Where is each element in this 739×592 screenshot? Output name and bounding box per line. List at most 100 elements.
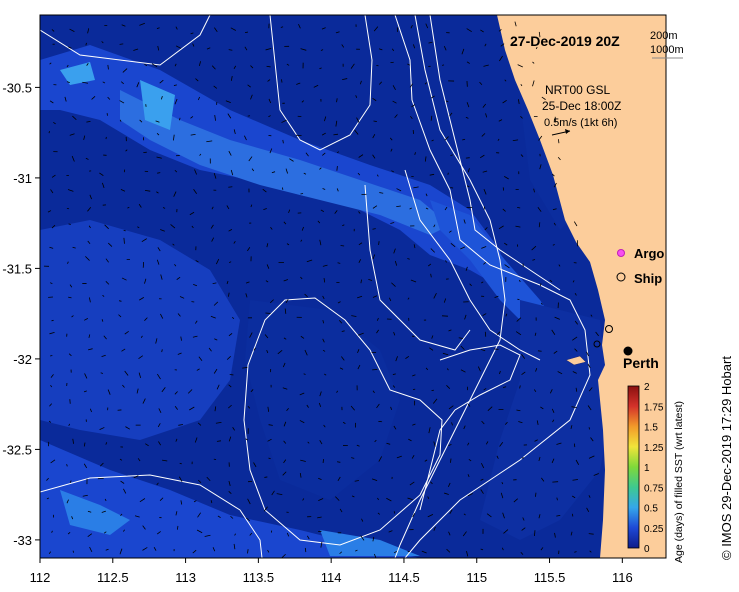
current-vector	[216, 440, 222, 442]
current-vector	[198, 356, 203, 362]
current-vector	[67, 189, 74, 192]
current-vector	[335, 31, 340, 34]
current-vector	[376, 174, 379, 177]
current-vector	[534, 530, 536, 537]
current-vector	[267, 406, 270, 412]
current-vector	[85, 42, 87, 46]
current-vector	[444, 136, 449, 141]
argo-legend-label: Argo	[634, 246, 664, 261]
current-vector	[571, 513, 574, 517]
rottnest-island	[565, 355, 587, 366]
current-vector	[570, 531, 573, 536]
current-vector	[465, 266, 468, 271]
x-tick-label: 115.5	[534, 570, 566, 585]
current-vector	[48, 130, 50, 134]
current-vector	[481, 463, 485, 469]
current-vector	[88, 348, 93, 351]
current-vector	[144, 317, 148, 321]
current-vector	[372, 228, 376, 230]
current-vector	[299, 392, 305, 396]
current-vector	[323, 277, 326, 283]
current-vector	[68, 223, 71, 225]
current-vector	[390, 148, 393, 152]
current-vector	[538, 456, 541, 462]
current-vector	[480, 348, 486, 352]
current-vector	[253, 347, 256, 351]
current-vector	[194, 320, 198, 324]
current-vector	[266, 65, 271, 68]
current-vector	[441, 64, 445, 66]
current-vector	[483, 189, 487, 195]
current-vector	[551, 408, 555, 413]
current-vector	[373, 553, 377, 558]
current-vector	[162, 459, 168, 462]
current-vector	[549, 279, 553, 283]
current-vector	[445, 100, 449, 103]
current-vector	[464, 314, 467, 320]
current-vector	[376, 317, 379, 321]
current-vector	[271, 490, 275, 496]
current-vector	[466, 185, 470, 188]
current-vector	[197, 422, 202, 426]
current-vector	[263, 208, 267, 211]
current-vector	[595, 331, 599, 337]
current-vector	[499, 55, 503, 62]
current-vector	[350, 405, 355, 411]
ship-legend-label: Ship	[634, 271, 662, 286]
current-vector	[450, 154, 453, 156]
current-vector	[521, 371, 526, 375]
current-vector	[386, 442, 391, 445]
current-vector	[233, 543, 236, 550]
current-vector	[336, 151, 340, 154]
current-vector	[282, 139, 284, 144]
current-vector	[467, 474, 470, 478]
current-vector	[228, 261, 232, 264]
current-vector	[319, 67, 322, 70]
current-vector	[49, 331, 55, 335]
current-vector	[105, 442, 108, 445]
current-vector	[393, 550, 397, 554]
current-vector	[228, 491, 232, 494]
current-vector	[133, 475, 139, 479]
current-vector	[210, 224, 214, 229]
current-vector	[250, 65, 254, 69]
current-scale: 0.5m/s (1kt 6h)	[544, 117, 617, 129]
current-vector	[517, 298, 520, 301]
current-vector	[281, 79, 283, 83]
current-vector	[590, 314, 593, 317]
current-vector	[217, 515, 221, 518]
current-vector	[228, 292, 230, 297]
current-vector	[193, 500, 197, 503]
current-vector	[263, 506, 268, 512]
current-vector	[104, 224, 109, 230]
plot-frame	[39, 14, 667, 559]
current-vector	[376, 403, 380, 409]
current-vector	[319, 440, 323, 445]
current-vector	[213, 85, 218, 89]
current-vector	[552, 244, 555, 246]
current-vector	[479, 81, 483, 86]
current-vector	[357, 364, 361, 370]
colorbar-tick-label: 1.25	[644, 443, 664, 454]
current-vector	[395, 356, 398, 362]
current-vector	[267, 79, 271, 82]
current-vector	[156, 482, 159, 486]
current-vector	[538, 514, 541, 519]
current-vector	[336, 461, 341, 463]
current-vector	[425, 23, 429, 29]
current-vector	[520, 154, 524, 157]
current-vector	[51, 224, 56, 229]
current-vector	[289, 158, 294, 162]
current-vector	[424, 82, 428, 85]
current-vector	[192, 43, 195, 47]
current-vector	[504, 79, 507, 82]
current-vector	[286, 532, 290, 537]
current-vector	[195, 78, 199, 82]
current-vector	[433, 292, 437, 299]
current-vector	[304, 293, 308, 298]
current-vector	[230, 27, 237, 31]
current-vector	[358, 242, 363, 246]
current-vector	[342, 78, 348, 81]
current-vector	[211, 237, 215, 242]
current-vector	[431, 335, 434, 339]
